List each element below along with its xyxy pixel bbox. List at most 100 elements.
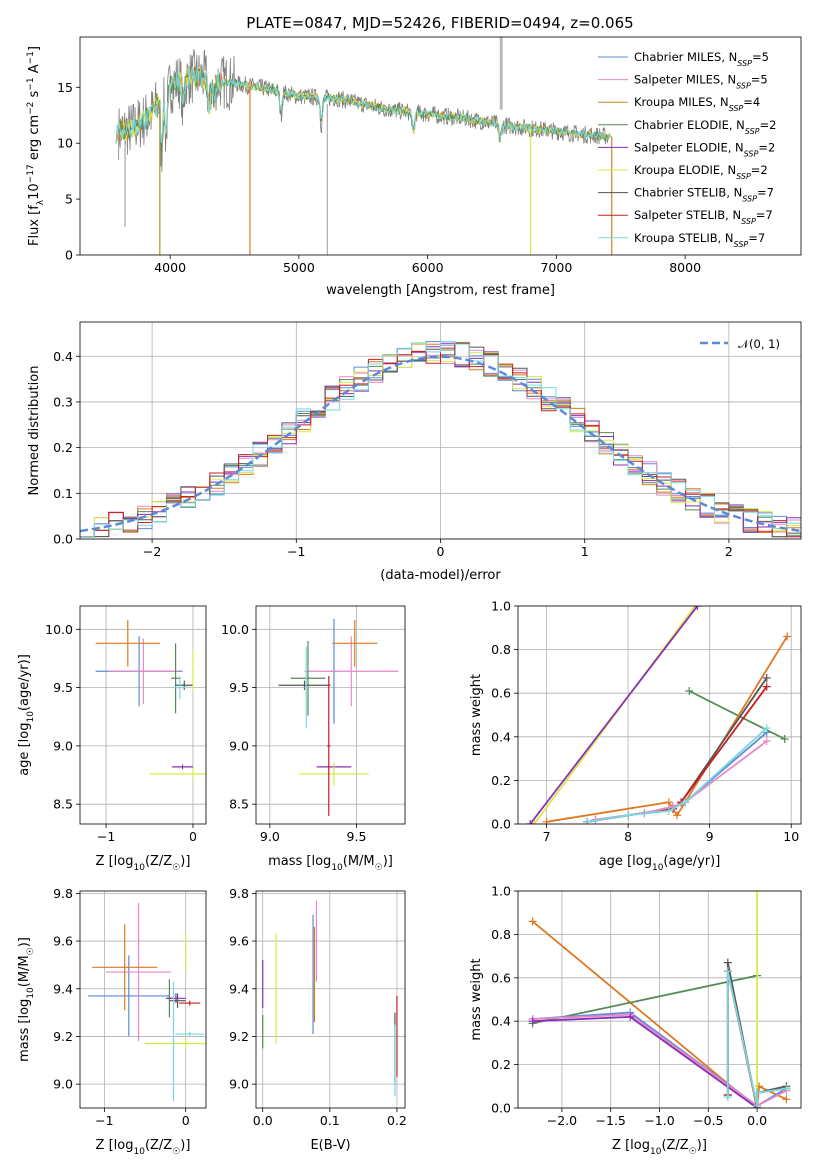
x-tick-label: 0 xyxy=(182,1113,190,1128)
y-tick-label: 0.6 xyxy=(491,686,511,701)
weight-marker xyxy=(723,967,732,976)
weight-line xyxy=(529,606,699,824)
weight-marker xyxy=(624,811,633,820)
weight-marker xyxy=(685,687,694,696)
y-tick-label: 0.2 xyxy=(491,1057,511,1072)
legend-entry: Salpeter STELIB, NSSP=7 xyxy=(634,208,773,226)
legend-entry: Chabrier STELIB, NSSP=7 xyxy=(634,186,774,204)
plot-area xyxy=(278,618,399,816)
x-tick-label: −2.0 xyxy=(547,1113,577,1128)
x-tick-label: 0.0 xyxy=(747,1113,767,1128)
panel-weight_vs_Z: −2.0 −1.5 −1.0 −0.5 0.0 0.0 0.2 0.4 0.6 0.8 1.0 Z [… xyxy=(469,884,802,1157)
y-tick-label: 5 xyxy=(65,192,73,207)
x-tick-label: 9.5 xyxy=(347,829,367,844)
y-tick-label: 0.3 xyxy=(53,394,73,409)
x-axis-label: Z [log10(Z/Z☉)] xyxy=(612,1138,707,1157)
y-tick-label: 0.4 xyxy=(491,1014,511,1029)
weight-marker xyxy=(542,817,551,824)
panel-border xyxy=(79,321,802,540)
plot-area xyxy=(528,891,791,1108)
x-axis-label: Z [log10(Z/Z☉)] xyxy=(96,854,191,873)
residual-histogram xyxy=(80,340,801,538)
panel-age_vs_mass: 9.0 9.5 8.5 9.0 9.5 10.0 mass [log10(M/M☉)] xyxy=(221,605,406,873)
x-tick-label: 6000 xyxy=(412,260,444,275)
weight-line xyxy=(595,731,768,821)
x-axis-label: Z [log10(Z/Z☉)] xyxy=(96,1138,191,1157)
weight-marker xyxy=(530,820,539,824)
data-spike xyxy=(499,37,503,110)
y-axis-label: Flux [fλ10−17 erg cm−2 s−1 A−1] xyxy=(26,46,46,246)
y-tick-label: 0.8 xyxy=(491,927,511,942)
weight-line xyxy=(587,727,768,823)
model-spectrum xyxy=(115,65,611,144)
weight-marker xyxy=(782,1095,791,1104)
weight-marker xyxy=(723,1093,732,1102)
x-tick-label: −2 xyxy=(143,544,161,559)
y-tick-label: 9.6 xyxy=(229,934,249,949)
legend-entry: Chabrier MILES, NSSP=5 xyxy=(634,50,769,68)
x-tick-label: 7 xyxy=(543,829,551,844)
y-tick-label: 0 xyxy=(65,248,73,263)
weight-marker xyxy=(583,817,592,824)
plot-area xyxy=(115,37,613,255)
y-tick-label: 0.0 xyxy=(491,817,511,832)
weight-marker xyxy=(528,917,537,926)
weight-marker xyxy=(762,724,771,733)
x-tick-label: 9.0 xyxy=(260,829,280,844)
y-tick-label: 9.5 xyxy=(53,680,73,695)
y-tick-label: 9.0 xyxy=(53,738,73,753)
y-tick-label: 9.4 xyxy=(53,981,73,996)
weight-marker xyxy=(693,606,702,610)
x-tick-label: 7000 xyxy=(540,260,572,275)
legend-entry: Kroupa STELIB, NSSP=7 xyxy=(634,231,765,249)
plot-area xyxy=(526,606,792,824)
y-tick-label: 9.0 xyxy=(53,1077,73,1092)
legend-entry: 𝒩(0, 1) xyxy=(738,337,780,351)
y-tick-label: 1.0 xyxy=(491,599,511,614)
panel-border xyxy=(79,36,802,256)
x-tick-label: 1 xyxy=(581,544,589,559)
panel-spectrum: 4000 5000 6000 7000 8000 0 5 10 15 wavelength [An… xyxy=(26,36,802,298)
plot-area xyxy=(80,340,801,538)
x-tick-label: 0.2 xyxy=(387,1113,407,1128)
weight-marker xyxy=(780,734,789,743)
plot-area xyxy=(88,902,206,1101)
weight-marker xyxy=(762,673,771,682)
legend-entry: Chabrier ELODIE, NSSP=2 xyxy=(634,118,776,136)
y-tick-label: 10.0 xyxy=(221,622,249,637)
panel-weight_vs_age: 7 8 9 10 0.0 0.2 0.4 0.6 0.8 1.0 age [log10(age/yr… xyxy=(469,599,802,873)
y-tick-label: 9.8 xyxy=(229,886,249,901)
y-tick-label: 9.5 xyxy=(229,680,249,695)
figure-title: PLATE=0847, MJD=52426, FIBERID=0494, z=0… xyxy=(246,14,633,32)
x-tick-label: −1 xyxy=(97,829,115,844)
weight-marker xyxy=(783,632,792,641)
weight-marker xyxy=(753,1088,762,1097)
panel-border xyxy=(79,605,207,825)
plot-area xyxy=(95,619,206,780)
y-axis-label: mass [log10(M/M☉)] xyxy=(17,937,36,1062)
weight-line xyxy=(532,974,758,1025)
y-tick-label: 8.5 xyxy=(229,797,249,812)
x-tick-label: 5000 xyxy=(283,260,315,275)
x-axis-label: wavelength [Angstrom, rest frame] xyxy=(326,283,555,298)
weight-line xyxy=(587,677,768,823)
x-tick-label: −1.0 xyxy=(644,1113,674,1128)
weight-line xyxy=(546,636,788,823)
weight-marker xyxy=(664,798,673,807)
x-axis-label: E(B-V) xyxy=(310,1138,350,1153)
plot-area xyxy=(262,900,398,1097)
y-axis-label: mass weight xyxy=(469,958,484,1040)
panel-mass_vs_EBV: 0.0 0.1 0.2 9.0 9.2 9.4 9.6 9.8 xyxy=(229,886,407,1128)
legend-entry: Kroupa ELODIE, NSSP=2 xyxy=(634,163,768,181)
gaussian-curve xyxy=(80,355,801,533)
weight-line xyxy=(587,686,768,823)
weight-marker xyxy=(681,798,690,807)
y-tick-label: 9.0 xyxy=(229,1077,249,1092)
x-tick-label: −1.5 xyxy=(596,1113,626,1128)
y-tick-label: 9.2 xyxy=(229,1029,249,1044)
weight-marker xyxy=(664,806,673,815)
y-tick-label: 0.1 xyxy=(53,486,73,501)
y-tick-label: 9.4 xyxy=(229,981,249,996)
panel-border xyxy=(79,890,207,1109)
